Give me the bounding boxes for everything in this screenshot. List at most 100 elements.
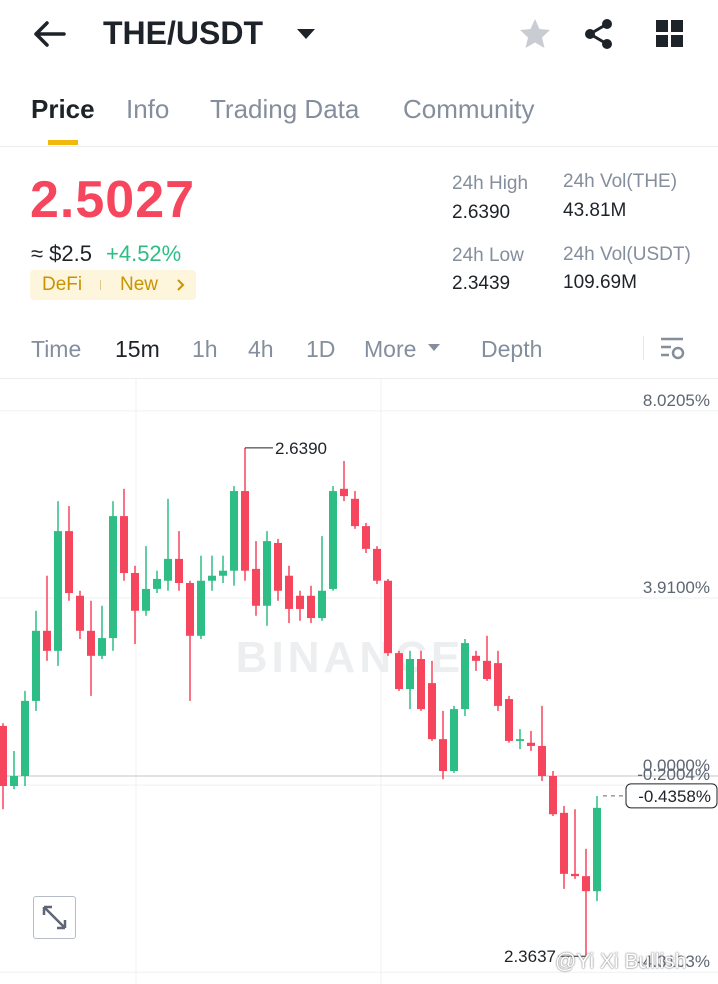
candle-body [406,659,414,690]
price-change: +4.52% [106,241,182,266]
candle-body [329,491,337,589]
y-tick-label: -4.3103% [637,952,710,971]
current-label: -0.4358% [638,787,711,806]
candle-body [318,590,326,619]
last-price: 2.5027 [30,171,196,229]
candle-body [494,663,502,706]
high-label: 2.6390 [275,439,327,458]
candle-body [241,491,249,571]
candle-body [307,595,315,619]
divider [643,336,644,360]
candle-body [208,575,216,581]
candle-body [351,498,359,527]
interval[interactable]: 1h [192,336,218,362]
candle-body [384,580,392,654]
candle-body [582,876,590,892]
tab[interactable]: Info [126,94,170,124]
candle-body [340,488,348,497]
stat-value: 2.6390 [452,202,511,223]
candle-body [109,516,117,639]
candle-body [186,583,194,636]
candle-body [296,595,304,609]
interval-active[interactable]: 15m [115,336,160,362]
fullscreen-button[interactable] [33,896,76,939]
pair-title[interactable]: THE/USDT [103,15,263,51]
candle-body [43,630,51,651]
candle-body [65,531,73,594]
candle-body [219,570,227,576]
candle-body [560,812,568,874]
candle-body [285,575,293,609]
candle-body [362,526,370,549]
candle-body [142,588,150,611]
tab[interactable]: Community [403,94,535,124]
interval[interactable]: Time [31,336,82,362]
low-label: 2.3637 [504,947,556,966]
candle-body [175,558,183,584]
candle-body [538,745,546,776]
candle-body [461,643,469,710]
y-tick-label: 3.9100% [643,578,710,597]
interval[interactable]: 4h [248,336,274,362]
current-box [625,783,718,809]
share-icon[interactable] [582,17,616,51]
candle-body [450,709,458,771]
candle-body [263,541,271,606]
candle-body [21,700,29,776]
candle-body [373,548,381,581]
candle-body [439,739,447,771]
candle-body [549,776,557,815]
candle-body [164,558,172,581]
chart-settings-icon[interactable] [659,336,687,362]
candle-body [32,630,40,701]
y-tick-label: 0.0000% [643,756,710,775]
y-tick-label: -0.2004% [637,765,710,784]
tab[interactable]: Trading Data [210,94,360,124]
candle-body [120,516,128,573]
candle-body [10,776,18,787]
tag[interactable]: DeFi [42,274,83,295]
candle-body [417,659,425,710]
interval[interactable]: More [364,336,417,362]
expand-icon [42,905,67,930]
watermark: BINANCE [236,633,464,682]
candle-body [428,683,436,740]
tag-box[interactable] [30,270,196,300]
candle-body [593,807,601,892]
candle-body [197,580,205,636]
tag-separator [100,280,101,290]
candle-body [516,739,524,741]
tab-indicator [48,140,78,145]
candle-body [0,725,7,787]
usd-price: ≈ $2.5 [31,241,93,266]
stat-value: 109.69M [563,272,637,293]
candle-body [252,568,260,606]
candle-body [131,572,139,611]
candle-body [76,595,84,631]
favorite-icon[interactable] [518,17,552,51]
divider [0,378,718,379]
interval[interactable]: 1D [306,336,336,362]
stat-label: 24h High [452,173,529,194]
candle-body [87,630,95,656]
back-icon[interactable] [32,18,68,50]
candle-body [54,531,62,651]
divider [0,146,718,147]
candle-body [571,873,579,877]
candle-body [98,638,106,656]
pair-caret[interactable] [296,27,316,41]
stat-label: 24h Vol(USDT) [563,244,691,265]
credit-watermark: @Yi Xi Bullish [555,950,687,973]
candle-body [472,655,480,661]
candle-body [153,578,161,589]
tab-active[interactable]: Price [31,94,95,124]
stat-value: 43.81M [563,200,627,221]
stat-label: 24h Vol(THE) [563,171,678,192]
tag[interactable]: New [120,274,159,295]
menu-grid-icon[interactable] [655,19,685,49]
stat-label: 24h Low [452,245,524,266]
interval[interactable]: Depth [481,336,543,362]
candle-body [230,491,238,571]
